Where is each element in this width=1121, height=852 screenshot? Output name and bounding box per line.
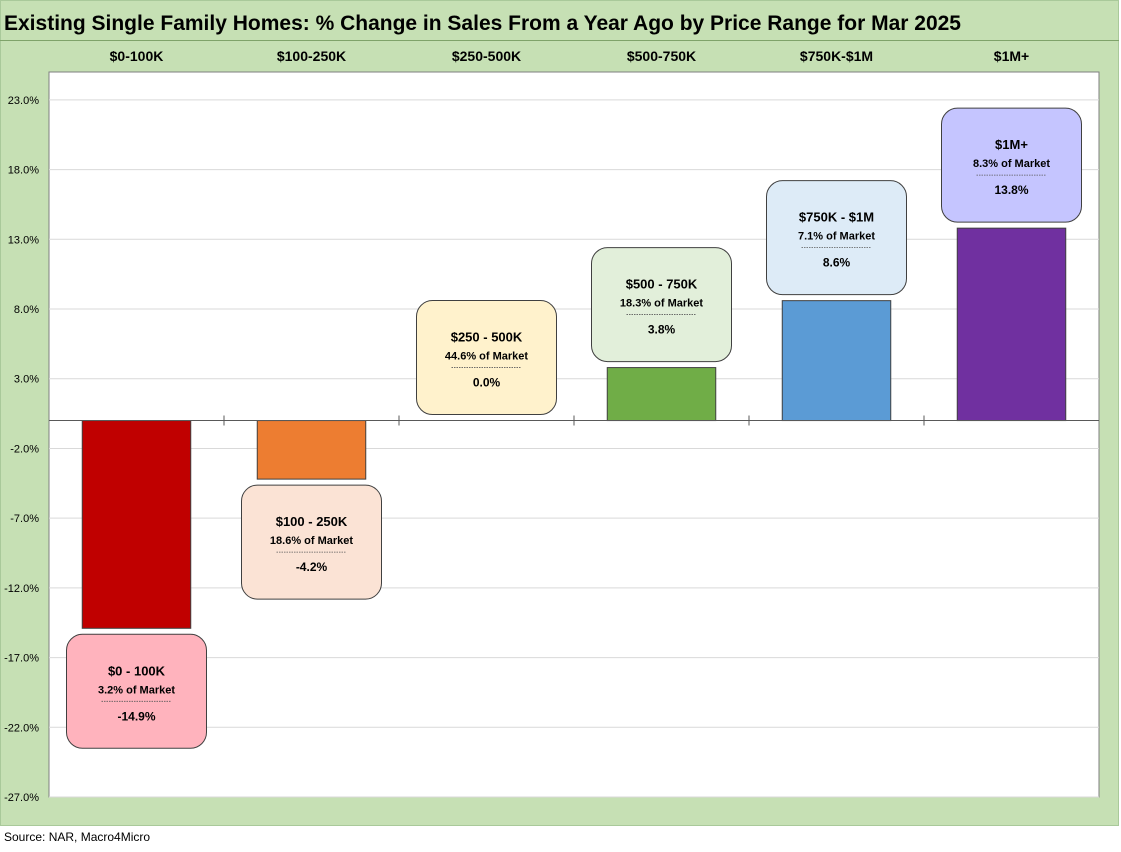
zero-axis — [49, 415, 1099, 426]
y-tick-label: -17.0% — [4, 653, 39, 665]
callout-market-share: 3.2% of Market — [98, 684, 175, 696]
callout-title: $750K - $1M — [799, 210, 874, 225]
callout-background — [416, 300, 557, 416]
callout-value: 3.8% — [648, 323, 676, 337]
callout-market-share: 8.3% of Market — [973, 158, 1050, 170]
y-tick-label: -27.0% — [4, 792, 39, 804]
category-labels: $0-100K $100-250K $250-500K $500-750K $750K-… — [110, 48, 1030, 64]
y-tick-label: 13.0% — [8, 234, 39, 246]
callout-market-share: 7.1% of Market — [798, 231, 875, 243]
callout-title: $100 - 250K — [276, 514, 348, 529]
callout-value: 13.8% — [994, 183, 1028, 197]
y-tick-label: -2.0% — [10, 443, 39, 455]
y-tick-label: -7.0% — [10, 513, 39, 525]
bars — [81, 227, 1067, 629]
y-tick-label: -22.0% — [4, 722, 39, 734]
callout-title: $500 - 750K — [626, 277, 698, 292]
callout-value: 8.6% — [823, 256, 851, 270]
category-label: $250-500K — [452, 48, 521, 64]
callout-market-share: 18.6% of Market — [270, 535, 353, 547]
callout-boxes: $0 - 100K 3.2% of Market -14.9% $100 - 250K… — [66, 107, 1082, 749]
callout-title: $250 - 500K — [451, 330, 523, 345]
callout-box: $750K - $1M 7.1% of Market 8.6% — [766, 180, 907, 296]
callout-box: $100 - 250K 18.6% of Market -4.2% — [241, 484, 382, 600]
y-tick-label: 8.0% — [14, 304, 39, 316]
callout-box: $250 - 500K 44.6% of Market 0.0% — [416, 300, 557, 416]
callout-background — [591, 247, 732, 363]
y-tick-label: -12.0% — [4, 583, 39, 595]
callout-background — [66, 633, 207, 749]
callout-title: $0 - 100K — [108, 663, 166, 678]
callout-box: $0 - 100K 3.2% of Market -14.9% — [66, 633, 207, 749]
gridlines — [49, 99, 1099, 798]
bar — [606, 367, 717, 422]
bar — [256, 420, 367, 480]
plot-area — [48, 71, 1100, 798]
callout-value: -4.2% — [296, 560, 328, 574]
callout-market-share: 44.6% of Market — [445, 351, 528, 363]
title-divider — [0, 40, 1119, 41]
y-axis-tick-labels: 23.0% 18.0% 13.0% 8.0% 3.0% -2.0% -7.0% -12.0% -… — [4, 95, 39, 804]
chart-title: Existing Single Family Homes: % Change i… — [4, 12, 961, 35]
callout-background — [241, 484, 382, 600]
bar — [781, 300, 892, 422]
y-tick-label: 23.0% — [8, 95, 39, 107]
category-label: $1M+ — [994, 48, 1029, 64]
category-label: $0-100K — [110, 48, 164, 64]
callout-value: -14.9% — [117, 709, 155, 723]
callout-market-share: 18.3% of Market — [620, 298, 703, 310]
callout-background — [941, 107, 1082, 223]
category-label: $100-250K — [277, 48, 346, 64]
callout-title: $1M+ — [995, 137, 1028, 152]
callout-box: $1M+ 8.3% of Market 13.8% — [941, 107, 1082, 223]
y-tick-label: 18.0% — [8, 165, 39, 177]
callout-background — [766, 180, 907, 296]
bar — [81, 420, 192, 629]
callout-value: 0.0% — [473, 376, 501, 390]
category-label: $750K-$1M — [800, 48, 873, 64]
category-label: $500-750K — [627, 48, 696, 64]
bar — [956, 227, 1067, 422]
source-note: Source: NAR, Macro4Micro — [4, 830, 151, 844]
y-tick-label: 3.0% — [14, 374, 39, 386]
callout-box: $500 - 750K 18.3% of Market 3.8% — [591, 247, 732, 363]
